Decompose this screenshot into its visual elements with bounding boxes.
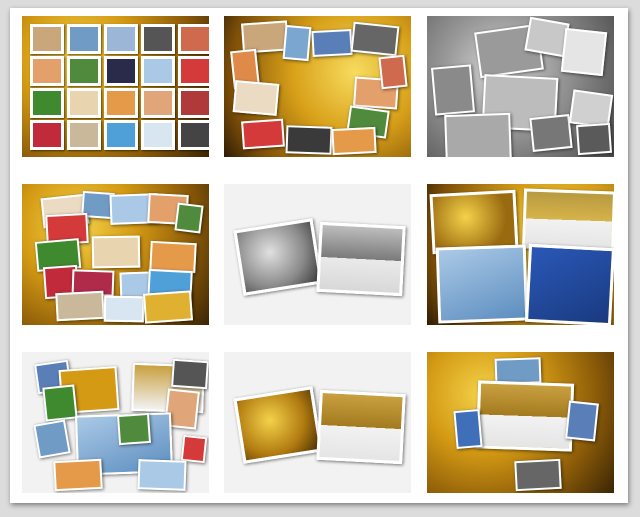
thumb	[178, 88, 209, 118]
photo	[53, 458, 103, 492]
photo	[180, 434, 208, 464]
photo	[285, 125, 333, 155]
thumb	[141, 56, 175, 86]
photo	[33, 419, 71, 459]
thumb	[178, 56, 209, 86]
thumb	[141, 88, 175, 118]
collage-stacked[interactable]	[22, 184, 209, 325]
thumb	[104, 120, 138, 150]
photo	[91, 235, 141, 269]
photo	[378, 54, 408, 90]
collage-grid[interactable]	[22, 16, 209, 157]
collage-fan[interactable]	[22, 352, 209, 493]
collage-scattered[interactable]	[224, 16, 411, 157]
thumb	[141, 24, 175, 54]
thumb	[104, 24, 138, 54]
photo	[174, 202, 204, 234]
photo	[521, 188, 614, 252]
photo	[565, 400, 599, 442]
thumb	[67, 120, 101, 150]
photo	[435, 244, 529, 324]
thumb	[67, 56, 101, 86]
thumb	[141, 120, 175, 150]
gallery-frame	[10, 8, 628, 503]
photo	[575, 122, 613, 156]
photo	[316, 389, 406, 465]
thumb	[30, 56, 64, 86]
photo	[475, 380, 575, 452]
photo	[233, 218, 323, 296]
photo	[453, 408, 483, 450]
thumb	[30, 88, 64, 118]
photo	[444, 112, 512, 157]
photo	[525, 243, 614, 325]
collage-centered[interactable]	[427, 352, 614, 493]
photo	[55, 290, 105, 322]
photo	[232, 80, 280, 116]
thumb	[178, 120, 209, 150]
thumb	[104, 56, 138, 86]
collage-grayscale[interactable]	[427, 16, 614, 157]
photo	[529, 114, 573, 152]
photo	[42, 384, 78, 422]
photo	[103, 295, 145, 323]
photo	[282, 24, 312, 62]
photo	[143, 290, 193, 324]
thumb	[30, 24, 64, 54]
photo	[316, 221, 406, 297]
photo	[241, 118, 285, 150]
collage-four-photo[interactable]	[427, 184, 614, 325]
thumb	[67, 24, 101, 54]
photo	[331, 126, 377, 156]
collage-two-color[interactable]	[224, 352, 411, 493]
photo	[171, 358, 209, 390]
photo	[514, 458, 562, 492]
photo	[430, 64, 476, 116]
thumb	[178, 24, 209, 54]
thumb	[30, 120, 64, 150]
collage-two-grayscale[interactable]	[224, 184, 411, 325]
photo	[233, 386, 323, 464]
photo	[350, 21, 400, 57]
thumb	[67, 88, 101, 118]
thumb	[104, 88, 138, 118]
photo	[116, 412, 152, 446]
photo	[137, 459, 187, 491]
photo	[560, 27, 608, 77]
photo	[311, 28, 353, 58]
